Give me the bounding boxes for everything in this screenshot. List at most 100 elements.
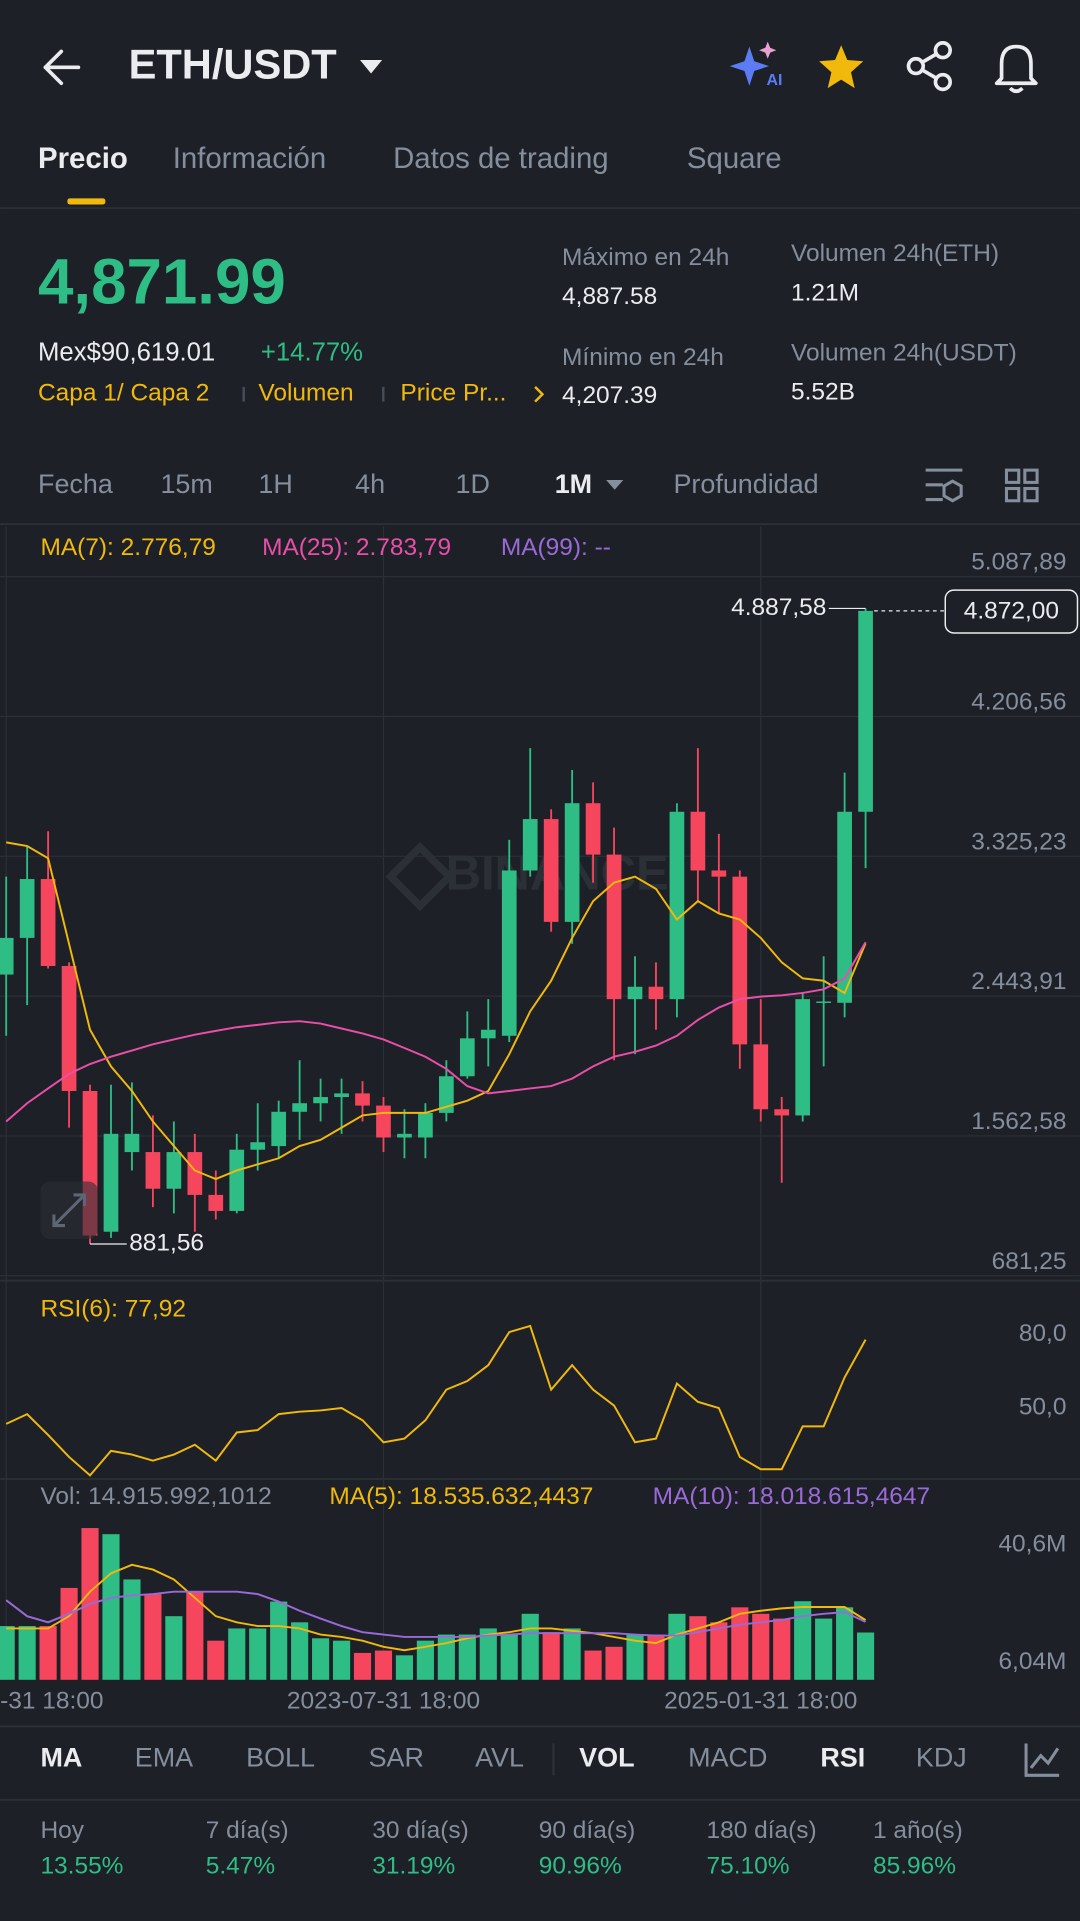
- layout-cell: [1004, 486, 1021, 503]
- y-tick-label: 681,25: [992, 1248, 1067, 1275]
- annotation-label: 4.887,58: [731, 594, 826, 621]
- interval[interactable]: Fecha: [38, 469, 113, 499]
- x-tick-label: 2023-07-31 18:00: [287, 1687, 480, 1714]
- volume-bar: [647, 1634, 665, 1680]
- perf-value: 75.10%: [707, 1853, 790, 1880]
- volume-bar: [270, 1601, 288, 1680]
- volume-bar: [374, 1650, 393, 1680]
- indicator-active[interactable]: RSI: [820, 1742, 865, 1772]
- volume-bar: [731, 1607, 749, 1680]
- stat-label: Volumen 24h(ETH): [791, 240, 999, 267]
- volume-bar: [605, 1646, 623, 1680]
- candle-body: [837, 811, 852, 1003]
- candle-body: [816, 1001, 832, 1003]
- tag[interactable]: Capa 1/ Capa 2: [38, 380, 209, 407]
- candle-body: [145, 1152, 161, 1189]
- interval[interactable]: 4h: [355, 469, 385, 499]
- alert-button[interactable]: [994, 44, 1038, 94]
- indicator[interactable]: AVL: [475, 1742, 524, 1772]
- candle-body: [585, 803, 601, 855]
- interval-active[interactable]: 1M: [555, 469, 592, 499]
- candle-body: [439, 1076, 454, 1113]
- tab[interactable]: Square: [687, 142, 782, 175]
- y-tick-label: 3.325,23: [971, 828, 1066, 855]
- indicator-settings[interactable]: [1024, 1743, 1060, 1777]
- candle-body: [208, 1194, 224, 1211]
- volume-bar: [291, 1622, 309, 1680]
- volume-bar: [249, 1628, 267, 1680]
- indicator-active[interactable]: VOL: [579, 1742, 634, 1772]
- perf-value: 31.19%: [372, 1853, 455, 1880]
- charts: 5.087,89 4.206,56 3.325,23 2.443,91 1.562,58…: [0, 526, 1080, 1714]
- indicator[interactable]: SAR: [369, 1742, 424, 1772]
- volume-bar: [752, 1613, 770, 1680]
- volume-bar: [332, 1640, 351, 1680]
- tags-more[interactable]: [534, 386, 545, 403]
- interval[interactable]: 1D: [456, 469, 490, 499]
- interval-dropdown[interactable]: [606, 479, 624, 490]
- candle-body: [627, 986, 643, 1000]
- favorite-star[interactable]: [819, 45, 864, 89]
- candle-body: [355, 1093, 370, 1106]
- volume-bar: [39, 1626, 57, 1680]
- interval[interactable]: 1H: [258, 469, 292, 499]
- volume-bar: [416, 1640, 434, 1680]
- bell-clapper: [1008, 86, 1024, 94]
- candle-body: [397, 1133, 412, 1138]
- indicator[interactable]: EMA: [135, 1742, 193, 1772]
- volume-bar: [0, 1626, 15, 1680]
- bell: [994, 44, 1038, 86]
- stat-label: Volumen 24h(USDT): [791, 339, 1017, 366]
- expand-button[interactable]: [40, 1181, 99, 1240]
- tab[interactable]: Información: [173, 142, 326, 175]
- volume-bar: [18, 1626, 36, 1680]
- volume-bar: [626, 1634, 644, 1680]
- volume-bar: [794, 1601, 812, 1680]
- perf-value: 5.47%: [206, 1853, 275, 1880]
- last-price-label: 4.872,00: [964, 598, 1059, 625]
- perf-label: 7 día(s): [206, 1817, 289, 1844]
- candle-body: [774, 1109, 790, 1116]
- tab-active[interactable]: Precio: [38, 142, 128, 175]
- indicator[interactable]: KDJ: [916, 1742, 967, 1772]
- perf-value: 13.55%: [40, 1853, 123, 1880]
- indicator-active[interactable]: MA: [40, 1742, 82, 1772]
- indicator[interactable]: MACD: [688, 1742, 767, 1772]
- ai-button[interactable]: AI: [729, 41, 783, 89]
- candle-body: [376, 1105, 391, 1138]
- chart-icon-line: [1029, 1747, 1060, 1769]
- volume-bar: [123, 1579, 141, 1680]
- pair-dropdown[interactable]: [360, 59, 383, 74]
- tag[interactable]: Price Pr...: [400, 380, 506, 407]
- indicator[interactable]: BOLL: [246, 1742, 315, 1772]
- candle-body: [271, 1111, 287, 1147]
- candle-body: [313, 1097, 328, 1104]
- watermark-logo: [385, 842, 455, 912]
- candle-body: [858, 610, 873, 812]
- y-tick-label: 80,0: [1019, 1320, 1067, 1347]
- tab-indicator: [67, 198, 106, 205]
- ai-sparkle: [729, 46, 769, 86]
- candle-body: [292, 1103, 307, 1112]
- tab[interactable]: Datos de trading: [393, 142, 609, 175]
- interval[interactable]: 15m: [160, 469, 212, 499]
- indicator-line: [6, 841, 867, 1181]
- chart-settings[interactable]: [925, 468, 963, 503]
- pair-title[interactable]: ETH/USDT: [129, 40, 337, 87]
- back-button[interactable]: [43, 49, 81, 86]
- volume-bar: [857, 1632, 875, 1680]
- legend-entry: MA(5): 18.535.632,4437: [329, 1483, 593, 1510]
- perf-label: 30 día(s): [372, 1817, 469, 1844]
- candle-body: [250, 1142, 266, 1150]
- volume-bar: [353, 1652, 372, 1680]
- tag[interactable]: Volumen: [258, 380, 353, 407]
- share-button[interactable]: [906, 41, 952, 92]
- volume-bar: [186, 1591, 204, 1680]
- interval[interactable]: Profundidad: [673, 469, 818, 499]
- stat-value: 5.52B: [791, 378, 855, 405]
- layout-button[interactable]: [1004, 468, 1039, 503]
- back-arrow: [43, 49, 81, 86]
- candle-body: [732, 876, 748, 1045]
